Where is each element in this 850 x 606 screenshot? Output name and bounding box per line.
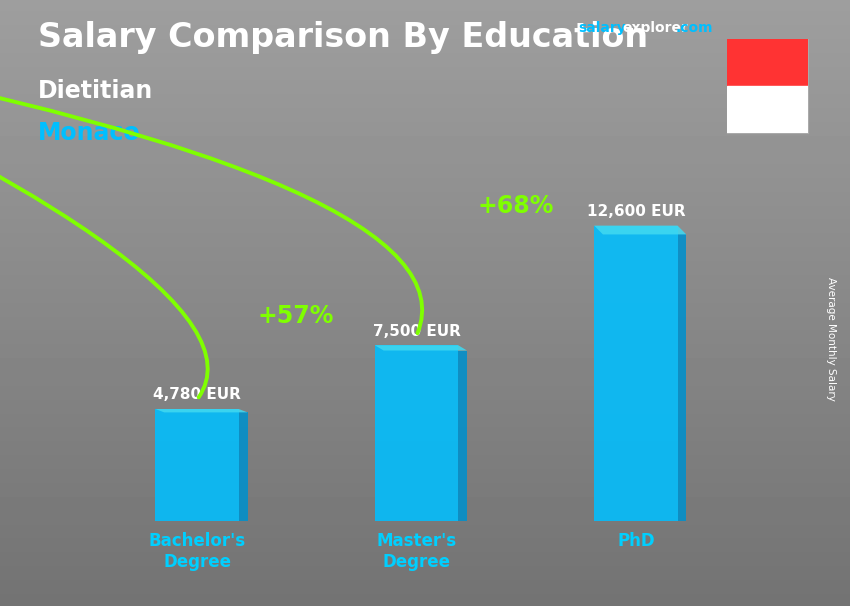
Text: +68%: +68%: [477, 194, 553, 218]
Text: Monaco: Monaco: [38, 121, 141, 145]
Text: salary: salary: [578, 21, 626, 35]
Text: 4,780 EUR: 4,780 EUR: [153, 387, 241, 402]
Text: +57%: +57%: [258, 304, 334, 328]
Bar: [239, 413, 247, 521]
Bar: [727, 39, 808, 87]
Bar: [375, 345, 458, 521]
Text: Average Monthly Salary: Average Monthly Salary: [825, 278, 836, 401]
Bar: [458, 350, 467, 521]
Text: Dietitian: Dietitian: [38, 79, 154, 103]
Text: Salary Comparison By Education: Salary Comparison By Education: [38, 21, 649, 54]
Polygon shape: [594, 225, 686, 235]
Polygon shape: [156, 409, 247, 413]
Polygon shape: [375, 345, 467, 350]
Bar: [727, 87, 808, 133]
Text: explorer: explorer: [622, 21, 688, 35]
Text: .com: .com: [676, 21, 713, 35]
Text: 7,500 EUR: 7,500 EUR: [372, 324, 461, 339]
Bar: [156, 409, 239, 521]
Bar: [677, 235, 686, 521]
Text: 12,600 EUR: 12,600 EUR: [586, 204, 685, 219]
Bar: [594, 225, 677, 521]
